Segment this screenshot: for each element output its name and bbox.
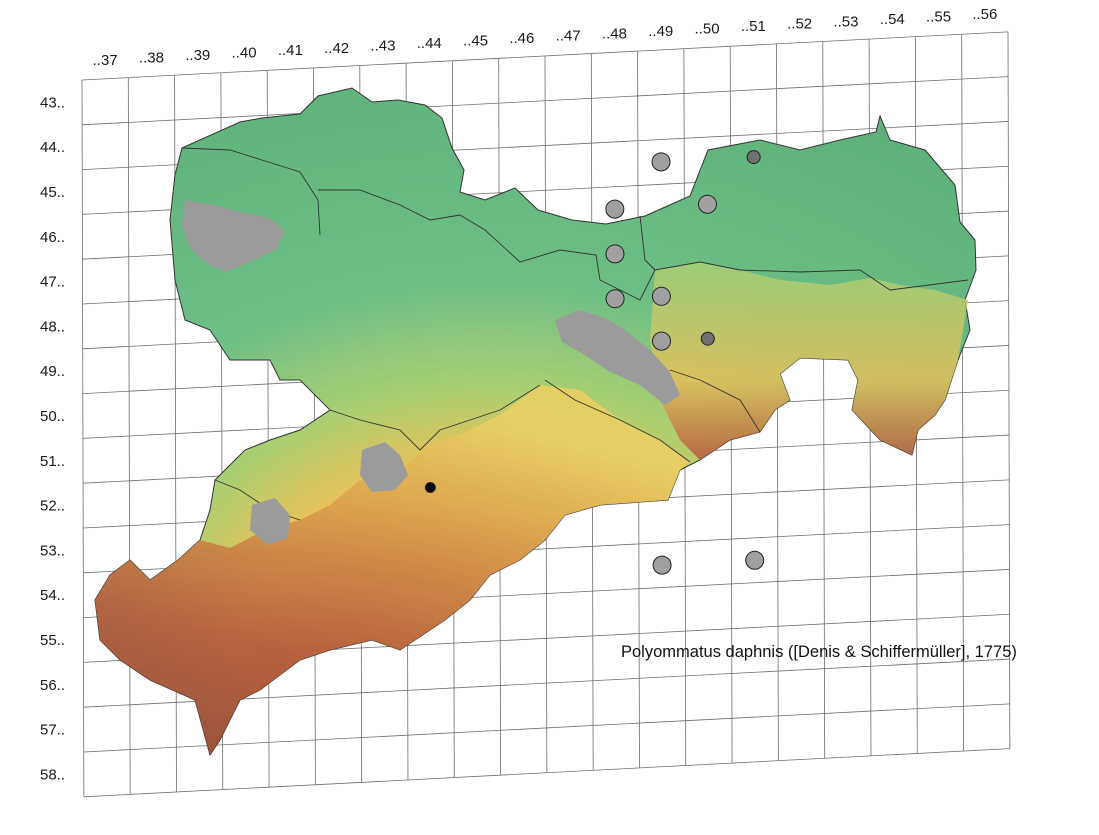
record-marker-black [424,482,436,494]
column-label: ..40 [232,45,257,62]
row-label: 46.. [40,229,65,246]
record-marker-grey [651,152,671,172]
eastern-uplands [650,262,968,460]
grid-col-line [1007,31,1011,749]
row-label: 52.. [40,498,65,515]
row-label: 55.. [40,632,65,649]
column-label: ..38 [139,49,164,66]
column-label: ..42 [324,40,349,57]
column-label: ..53 [833,13,858,30]
row-labels: 43.. 44.. 45.. 46.. 47.. 48.. 49.. 50.. 51.. 52..… [40,94,65,783]
column-label: ..51 [741,18,766,35]
column-label: ..37 [93,52,118,69]
row-label: 54.. [40,587,65,604]
zwickau-urban-area [250,498,290,545]
column-label: ..52 [787,16,812,33]
column-label: ..50 [695,20,720,37]
ore-mountains [95,385,690,755]
record-marker-grey [652,555,672,575]
row-label: 58.. [40,766,65,783]
record-marker-grey [652,331,672,351]
row-label: 57.. [40,722,65,739]
row-label: 43.. [40,94,65,111]
grid-row-line [83,703,1010,753]
column-label: ..45 [463,33,488,50]
row-label: 44.. [40,139,65,156]
record-marker-dark [746,150,761,165]
column-labels: ..37 ..38 ..39 ..40 ..41 ..42 ..43 ..44 ..45 ..46… [93,6,998,69]
species-caption: Polyommatus daphnis ([Denis & Schiffermü… [621,643,1017,661]
column-label: ..56 [972,6,997,23]
column-label: ..43 [370,37,395,54]
column-label: ..47 [556,28,581,45]
grid-row-line [83,748,1010,798]
row-label: 47.. [40,274,65,291]
grid-row-line [82,76,1009,126]
column-label: ..49 [648,23,673,40]
row-label: 49.. [40,363,65,380]
chemnitz-urban-area [360,442,408,492]
grid-row-line [81,31,1009,81]
column-label: ..39 [185,47,210,64]
record-markers [424,150,765,575]
record-marker-dark [700,331,715,346]
record-marker-grey [651,286,671,306]
leipzig-urban-area [182,200,285,272]
column-label: ..54 [880,11,905,28]
saxony-relief [94,87,977,757]
record-marker-grey [605,289,625,309]
urban-areas [182,200,680,545]
column-label: ..55 [926,8,951,25]
row-label: 48.. [40,318,65,335]
record-marker-grey [697,194,717,214]
column-label: ..41 [278,42,303,59]
row-label: 45.. [40,184,65,201]
column-label: ..44 [417,35,442,52]
row-label: 56.. [40,677,65,694]
record-marker-grey [605,244,625,264]
record-marker-grey [745,550,765,570]
row-label: 50.. [40,408,65,425]
column-label: ..48 [602,25,627,42]
column-label: ..46 [509,30,534,47]
record-marker-grey [605,199,625,219]
row-label: 53.. [40,542,65,559]
row-label: 51.. [40,453,65,470]
dresden-urban-area [555,310,680,405]
